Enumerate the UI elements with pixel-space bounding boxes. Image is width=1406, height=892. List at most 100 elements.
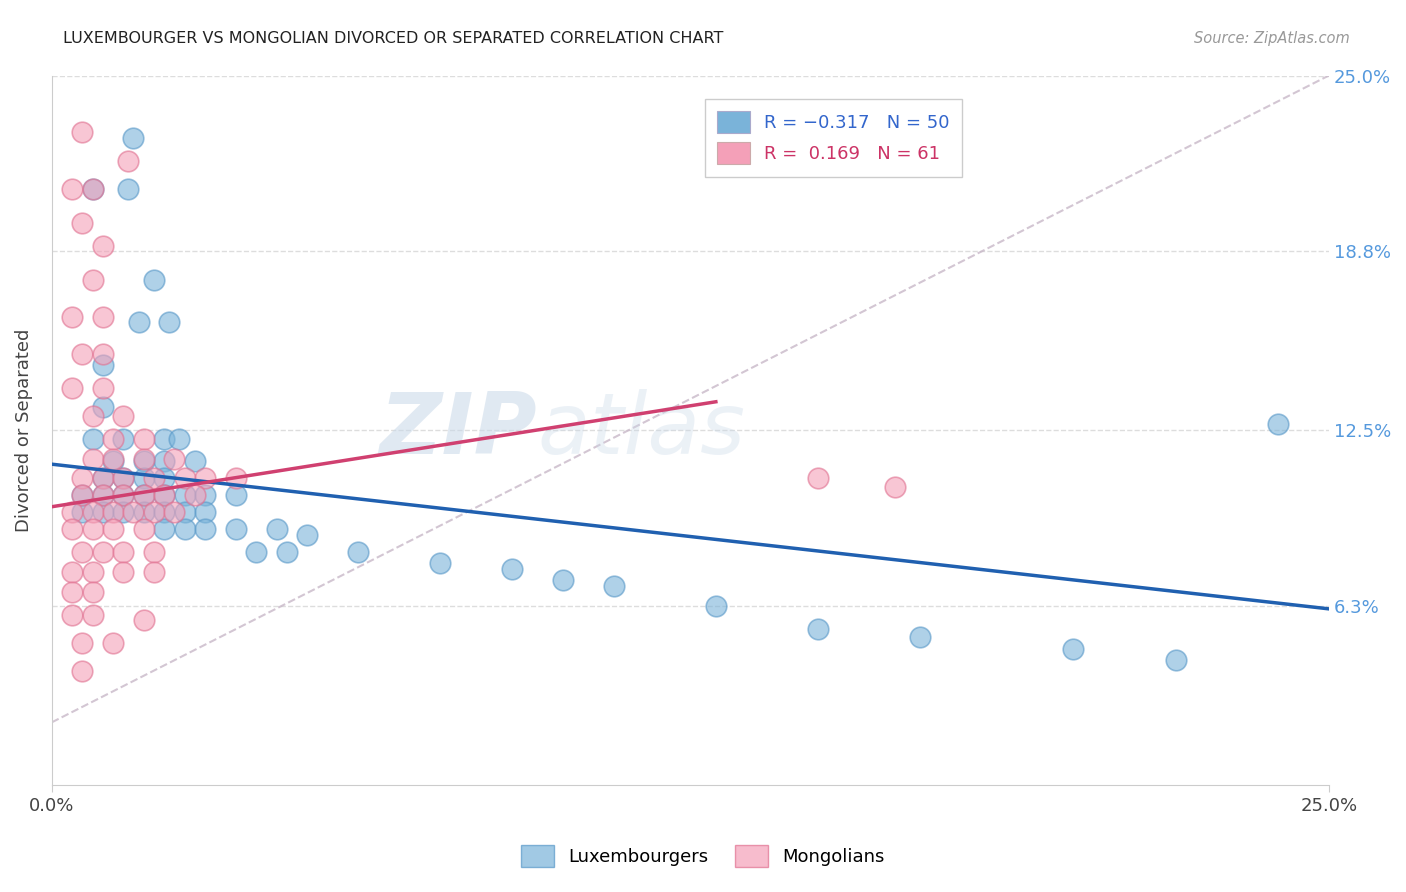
Point [266,523,288,537]
Point [173,471,195,485]
Point [72,665,94,679]
Point [169,432,191,446]
Point [551,574,574,588]
Point [60,310,83,324]
Point [122,505,145,519]
Point [82,565,104,579]
Point [91,238,114,252]
Point [82,585,104,599]
Point [112,488,135,502]
Point [142,545,165,559]
Point [101,636,124,650]
Text: LUXEMBOURGER VS MONGOLIAN DIVORCED OR SEPARATED CORRELATION CHART: LUXEMBOURGER VS MONGOLIAN DIVORCED OR SE… [63,31,724,46]
Point [184,488,207,502]
Text: atlas: atlas [537,389,745,472]
Point [194,523,217,537]
Point [153,488,176,502]
Point [82,505,104,519]
Point [112,471,135,485]
Point [225,471,247,485]
Point [117,153,139,168]
Point [132,488,155,502]
Point [72,488,94,502]
Point [153,523,176,537]
Point [153,454,176,468]
Point [101,523,124,537]
Point [112,432,135,446]
Point [91,401,114,415]
Point [908,630,931,644]
Point [112,409,135,423]
Point [602,579,624,593]
Point [82,182,104,196]
Point [72,505,94,519]
Point [91,505,114,519]
Point [82,409,104,423]
Point [72,471,94,485]
Point [72,346,94,360]
Point [132,505,155,519]
Point [60,505,83,519]
Point [132,488,155,502]
Point [132,454,155,468]
Point [60,565,83,579]
Point [163,505,186,519]
Point [128,315,150,329]
Point [72,636,94,650]
Point [194,488,217,502]
Point [163,451,186,466]
Point [82,432,104,446]
Point [153,488,176,502]
Point [132,432,155,446]
Point [112,565,135,579]
Point [72,125,94,139]
Point [101,432,124,446]
Text: ZIP: ZIP [380,389,537,472]
Point [1164,653,1187,667]
Point [91,346,114,360]
Point [91,488,114,502]
Point [184,454,207,468]
Point [883,480,905,494]
Point [194,471,217,485]
Point [60,381,83,395]
Point [91,488,114,502]
Point [225,523,247,537]
Point [225,488,247,502]
Point [101,505,124,519]
Point [142,565,165,579]
Point [132,471,155,485]
Point [82,182,104,196]
Point [807,622,830,636]
Point [91,381,114,395]
Point [60,585,83,599]
Point [153,432,176,446]
Point [112,545,135,559]
Point [72,216,94,230]
Point [112,505,135,519]
Point [132,451,155,466]
Point [173,523,195,537]
Point [153,505,176,519]
Point [91,545,114,559]
Point [112,488,135,502]
Point [82,273,104,287]
Point [82,607,104,622]
Point [276,545,298,559]
Point [72,488,94,502]
Point [142,505,165,519]
Point [60,523,83,537]
Point [1062,641,1084,656]
Point [91,471,114,485]
Point [82,523,104,537]
Point [157,315,180,329]
Legend: R = −0.317   N = 50, R =  0.169   N = 61: R = −0.317 N = 50, R = 0.169 N = 61 [704,99,962,178]
Point [245,545,267,559]
Y-axis label: Divorced or Separated: Divorced or Separated [15,328,32,532]
Legend: Luxembourgers, Mongolians: Luxembourgers, Mongolians [515,838,891,874]
Point [132,523,155,537]
Point [173,488,195,502]
Point [173,505,195,519]
Point [347,545,370,559]
Point [1267,417,1289,432]
